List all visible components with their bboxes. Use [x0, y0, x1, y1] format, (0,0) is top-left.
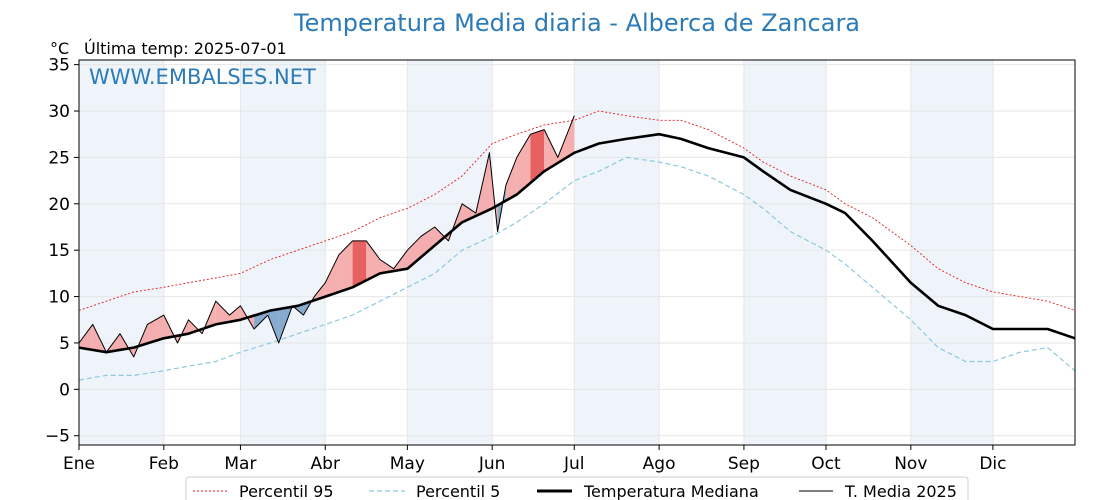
anomaly-fill-above — [505, 157, 517, 201]
y-tick-label: 20 — [48, 195, 70, 215]
x-tick-label: Feb — [149, 454, 179, 474]
anomaly-fill-above — [79, 324, 93, 350]
unit-label: °C — [50, 39, 69, 58]
anomaly-fill-above — [380, 259, 394, 274]
series-line-current — [78, 115, 575, 358]
anomaly-fill-above — [314, 282, 326, 301]
anomaly-fill-above — [407, 236, 421, 269]
anomaly-fill-above — [544, 129, 558, 172]
month-shade-band — [240, 60, 326, 445]
legend-label-p5: Percentil 5 — [416, 482, 500, 500]
y-tick-label: 0 — [59, 380, 70, 400]
y-tick-label: 35 — [48, 56, 70, 76]
anomaly-fill-above — [530, 129, 545, 183]
y-tick-label: 30 — [48, 102, 70, 122]
legend-label-current: T. Media 2025 — [844, 482, 957, 500]
last-temp-label: Última temp: 2025-07-01 — [84, 39, 287, 58]
y-tick-label: 10 — [48, 288, 70, 308]
legend-box — [185, 476, 969, 500]
y-tick-label: 5 — [59, 334, 70, 354]
x-tick-label: Jun — [478, 454, 506, 474]
x-tick-label: Oct — [811, 454, 841, 474]
anomaly-fill-above — [229, 305, 241, 322]
anomaly-fill-above — [366, 240, 380, 281]
series-line-p5 — [78, 156, 1076, 381]
x-tick-label: Mar — [224, 454, 256, 474]
series-line-median — [78, 132, 1076, 354]
month-shade-band — [79, 60, 164, 445]
legend: Percentil 95 Percentil 5 Temperatura Med… — [185, 476, 969, 500]
anomaly-fill-above — [215, 301, 230, 325]
series-lines — [78, 110, 1076, 381]
x-tick-label: Sep — [728, 454, 760, 474]
x-tick-label: Ene — [63, 454, 95, 474]
y-tick-label: −5 — [45, 427, 70, 447]
x-tick-label: Nov — [894, 454, 927, 474]
month-shade-band — [910, 60, 993, 445]
x-tick-label: Abr — [311, 454, 340, 474]
month-shade-band — [743, 60, 826, 445]
month-shade-band — [574, 60, 660, 445]
anomaly-fill-above — [325, 254, 339, 297]
anomaly-fill-below — [267, 309, 279, 343]
x-tick-label: May — [390, 454, 425, 474]
x-tick-label: Jul — [563, 454, 585, 474]
x-tick-label: Ago — [643, 454, 676, 474]
month-shading — [79, 60, 993, 445]
y-tick-label: 25 — [48, 148, 70, 168]
anomaly-fill-above — [434, 227, 449, 246]
y-tick-label: 15 — [48, 241, 70, 261]
anomaly-fill-above — [557, 115, 575, 163]
y-axis: −5 0 5 10 15 20 25 30 35 — [45, 56, 79, 447]
plot-frame — [78, 59, 1076, 446]
x-axis: Ene Feb Mar Abr May Jun Jul Ago Sep Oct Nov Dic — [63, 445, 1006, 474]
legend-label-median: Temperatura Mediana — [583, 482, 759, 500]
legend-label-p95: Percentil 95 — [239, 482, 334, 500]
anomaly-fill-above — [352, 240, 367, 288]
watermark-text: WWW.EMBALSES.NET — [89, 65, 316, 89]
anomaly-fill-above — [516, 134, 531, 195]
anomaly-fill-above — [338, 240, 353, 292]
x-tick-label: Dic — [979, 454, 1006, 474]
chart-title: Temperatura Media diaria - Alberca de Za… — [293, 9, 860, 37]
anomaly-fill-above — [462, 203, 476, 223]
